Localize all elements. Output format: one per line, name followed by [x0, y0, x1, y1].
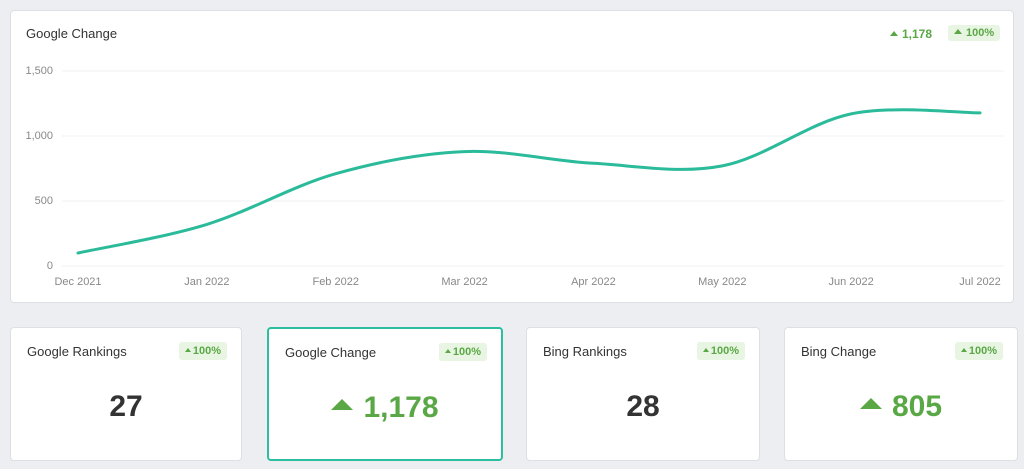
- card[interactable]: Bing Rankings 100% 28: [526, 327, 760, 461]
- y-tick-label: 500: [35, 195, 53, 207]
- x-tick-label: Feb 2022: [312, 276, 358, 288]
- x-tick-label: May 2022: [698, 276, 746, 288]
- x-tick-label: Mar 2022: [441, 276, 487, 288]
- change-badge: 1,178: [884, 25, 938, 43]
- chart-panel: [10, 10, 1014, 303]
- card-badge: 100%: [178, 342, 227, 360]
- card[interactable]: Bing Change 100% 805: [784, 327, 1018, 461]
- card[interactable]: Google Change 100% 1,178: [267, 327, 503, 461]
- y-tick-label: 1,500: [25, 65, 53, 77]
- card-badge: 100%: [438, 343, 487, 361]
- y-tick-label: 0: [47, 260, 53, 272]
- x-tick-label: Jul 2022: [959, 276, 1001, 288]
- chart-title: Google Change: [26, 26, 118, 41]
- card-badge: 100%: [696, 342, 745, 360]
- card-value: 805: [785, 390, 1017, 424]
- card-value: 1,178: [269, 391, 501, 425]
- x-tick-label: Jan 2022: [184, 276, 229, 288]
- card-value: 28: [626, 390, 660, 423]
- chart: 0 500 1,000 1,500 Dec 2021 Jan 2022 Feb 2022 Ma…: [25, 65, 1004, 288]
- line: [76, 108, 982, 255]
- x-tick-label: Dec 2021: [54, 276, 101, 288]
- x-tick-label: Apr 2022: [571, 276, 616, 288]
- card-badge: 100%: [954, 342, 1003, 360]
- card-title: Google Change: [285, 345, 377, 360]
- card-title: Bing Change: [801, 344, 877, 359]
- percent-badge: 100%: [948, 25, 1001, 41]
- card-value: 27: [109, 390, 143, 423]
- card[interactable]: Google Rankings 100% 27: [10, 327, 242, 461]
- y-tick-label: 1,000: [25, 130, 53, 142]
- card-title: Bing Rankings: [543, 344, 627, 359]
- card-title: Google Rankings: [27, 344, 127, 359]
- x-tick-label: Jun 2022: [829, 276, 874, 288]
